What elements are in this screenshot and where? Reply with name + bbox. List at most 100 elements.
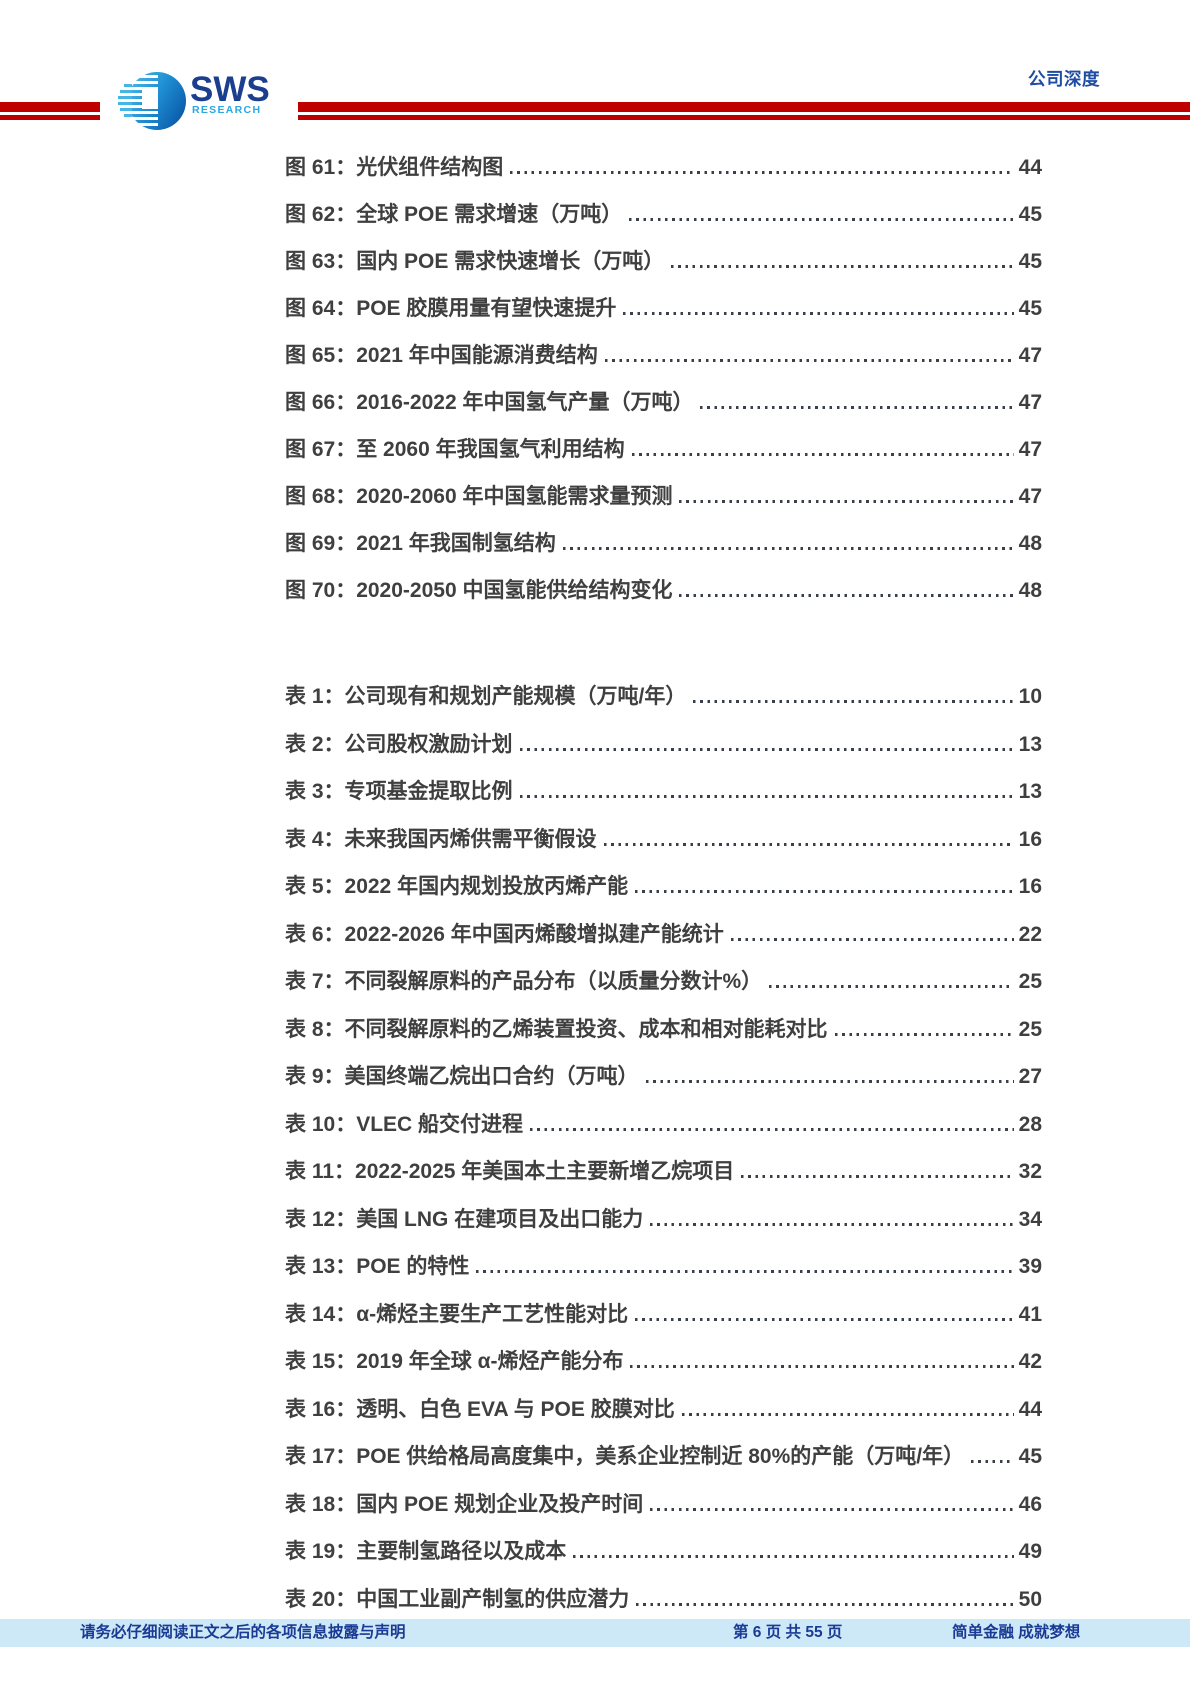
toc-entry-label: 表 10：VLEC 船交付进程 <box>285 1112 524 1136</box>
toc-entry-label: 表 6：2022-2026 年中国丙烯酸增拟建产能统计 <box>285 922 724 946</box>
toc-entry[interactable]: 表 2：公司股权激励计划 13 <box>285 725 1042 773</box>
toc-entry[interactable]: 表 6：2022-2026 年中国丙烯酸增拟建产能统计 22 <box>285 915 1042 963</box>
dot-leader <box>650 1507 1014 1511</box>
report-type-label: 公司深度 <box>1028 69 1100 89</box>
toc-entry[interactable]: 表 9：美国终端乙烷出口合约（万吨） 27 <box>285 1057 1042 1105</box>
toc-entry-label: 表 9：美国终端乙烷出口合约（万吨） <box>285 1065 639 1088</box>
footer-page-indicator: 第 6 页 共 55 页 <box>733 1624 843 1641</box>
toc-entry[interactable]: 图 62：全球 POE 需求增速（万吨） 45 <box>285 195 1042 242</box>
toc-entry-label: 图 70：2020-2050 中国氢能供给结构变化 <box>285 579 673 602</box>
toc-entry[interactable]: 图 63：国内 POE 需求快速增长（万吨） 45 <box>285 242 1042 289</box>
dot-leader <box>730 937 1014 941</box>
dot-leader <box>476 1270 1014 1273</box>
toc-entry-page: 50 <box>1018 1587 1042 1611</box>
dot-leader <box>679 500 1014 503</box>
toc-tables-section: 表 1：公司现有和规划产能规模（万吨/年） 10 表 2：公司股权激励计划 13 表 3… <box>285 677 1042 1627</box>
toc-entry-page: 25 <box>1018 970 1042 993</box>
toc-entry[interactable]: 表 4：未来我国丙烯供需平衡假设 16 <box>285 820 1042 868</box>
toc-entry-label: 表 16：透明、白色 EVA 与 POE 胶膜对比 <box>285 1397 675 1421</box>
toc-entry-page: 41 <box>1018 1302 1042 1326</box>
toc-entry-label: 表 15：2019 年全球 α-烯烃产能分布 <box>285 1350 624 1373</box>
toc-entry-page: 46 <box>1018 1492 1042 1516</box>
toc-entry-page: 32 <box>1018 1160 1042 1183</box>
dot-leader <box>679 594 1014 597</box>
toc-entry[interactable]: 表 16：透明、白色 EVA 与 POE 胶膜对比 44 <box>285 1390 1042 1438</box>
toc-entry-label: 表 12：美国 LNG 在建项目及出口能力 <box>285 1207 644 1231</box>
toc-entry-label: 表 7：不同裂解原料的产品分布（以质量分数计%） <box>285 970 763 993</box>
toc-entry-label: 图 63：国内 POE 需求快速增长（万吨） <box>285 250 665 273</box>
dot-leader <box>562 547 1014 550</box>
toc-entry[interactable]: 表 8：不同裂解原料的乙烯装置投资、成本和相对能耗对比 25 <box>285 1010 1042 1058</box>
toc-entry-page: 44 <box>1018 156 1042 179</box>
toc-entry[interactable]: 图 70：2020-2050 中国氢能供给结构变化 48 <box>285 571 1042 618</box>
dot-leader <box>681 1412 1014 1416</box>
logo-research-text: RESEARCH <box>192 104 262 116</box>
toc-entry-label: 图 64：POE 胶膜用量有望快速提升 <box>285 297 617 320</box>
toc-entry[interactable]: 表 18：国内 POE 规划企业及投产时间 46 <box>285 1485 1042 1533</box>
toc-entry-page: 48 <box>1018 532 1042 555</box>
sws-globe-icon <box>118 72 186 130</box>
toc-entry[interactable]: 表 1：公司现有和规划产能规模（万吨/年） 10 <box>285 677 1042 725</box>
toc-entry[interactable]: 表 7：不同裂解原料的产品分布（以质量分数计%） 25 <box>285 962 1042 1010</box>
toc-entry-page: 47 <box>1018 391 1042 414</box>
toc-entry[interactable]: 图 61：光伏组件结构图 44 <box>285 148 1042 195</box>
toc-entry-label: 图 67：至 2060 年我国氢气利用结构 <box>285 438 625 461</box>
toc-entry[interactable]: 图 65：2021 年中国能源消费结构 47 <box>285 336 1042 383</box>
toc-entry[interactable]: 表 19：主要制氢路径以及成本 49 <box>285 1532 1042 1580</box>
toc-entry-page: 45 <box>1018 203 1042 226</box>
toc-entry-label: 表 3：专项基金提取比例 <box>285 780 513 803</box>
dot-leader <box>693 700 1014 703</box>
toc-entry-page: 42 <box>1018 1350 1042 1373</box>
dot-leader <box>603 842 1014 846</box>
footer-slogan: 简单金融 成就梦想 <box>952 1624 1081 1641</box>
toc-entry-label: 图 69：2021 年我国制氢结构 <box>285 532 556 555</box>
dot-leader <box>623 312 1014 315</box>
toc-entry[interactable]: 表 10：VLEC 船交付进程 28 <box>285 1105 1042 1153</box>
toc-entry-page: 22 <box>1018 922 1042 946</box>
toc-entry-label: 表 19：主要制氢路径以及成本 <box>285 1540 567 1563</box>
toc-entry[interactable]: 表 5：2022 年国内规划投放丙烯产能 16 <box>285 867 1042 915</box>
toc-entry[interactable]: 表 11：2022-2025 年美国本土主要新增乙烷项目 32 <box>285 1152 1042 1200</box>
toc-entry-page: 10 <box>1018 685 1042 708</box>
toc-figures-section: 图 61：光伏组件结构图 44 图 62：全球 POE 需求增速（万吨） 45 图 63… <box>285 148 1042 618</box>
toc-entry[interactable]: 表 13：POE 的特性 39 <box>285 1247 1042 1295</box>
toc-entry-page: 44 <box>1018 1397 1042 1421</box>
toc-entry-page: 47 <box>1018 438 1042 461</box>
dot-leader <box>971 1460 1014 1463</box>
toc-entry[interactable]: 图 68：2020-2060 年中国氢能需求量预测 47 <box>285 477 1042 524</box>
dot-leader <box>769 985 1014 988</box>
footer-disclaimer: 请务必仔细阅读正文之后的各项信息披露与声明 <box>80 1624 406 1641</box>
toc-entry-label: 表 17：POE 供给格局高度集中，美系企业控制近 80%的产能（万吨/年） <box>285 1445 965 1468</box>
dot-leader <box>519 747 1014 751</box>
dot-leader <box>645 1080 1014 1083</box>
toc-entry-label: 表 4：未来我国丙烯供需平衡假设 <box>285 827 597 851</box>
dot-leader <box>741 1175 1014 1178</box>
toc-entry[interactable]: 表 20：中国工业副产制氢的供应潜力 50 <box>285 1580 1042 1628</box>
dot-leader <box>834 1032 1014 1036</box>
toc-entry[interactable]: 图 67：至 2060 年我国氢气利用结构 47 <box>285 430 1042 477</box>
toc-entry-page: 47 <box>1018 344 1042 367</box>
toc-entry-page: 16 <box>1018 827 1042 851</box>
dot-leader <box>629 218 1014 221</box>
toc-entry[interactable]: 图 66：2016-2022 年中国氢气产量（万吨） 47 <box>285 383 1042 430</box>
toc-entry-label: 表 18：国内 POE 规划企业及投产时间 <box>285 1492 644 1516</box>
toc-entry-label: 图 66：2016-2022 年中国氢气产量（万吨） <box>285 391 694 414</box>
toc-entry-page: 49 <box>1018 1540 1042 1563</box>
toc-entry[interactable]: 表 3：专项基金提取比例 13 <box>285 772 1042 820</box>
toc-entry-label: 图 65：2021 年中国能源消费结构 <box>285 344 598 367</box>
sws-logo: SWS RESEARCH <box>118 66 288 138</box>
toc-entry[interactable]: 表 12：美国 LNG 在建项目及出口能力 34 <box>285 1200 1042 1248</box>
toc-entry-label: 表 11：2022-2025 年美国本土主要新增乙烷项目 <box>285 1160 735 1183</box>
toc-entry[interactable]: 表 15：2019 年全球 α-烯烃产能分布 42 <box>285 1342 1042 1390</box>
dot-leader <box>530 1127 1014 1131</box>
toc-entry[interactable]: 表 17：POE 供给格局高度集中，美系企业控制近 80%的产能（万吨/年） 45 <box>285 1437 1042 1485</box>
toc-entry[interactable]: 表 14：α-烯烃主要生产工艺性能对比 41 <box>285 1295 1042 1343</box>
dot-leader <box>631 453 1014 456</box>
toc-entry[interactable]: 图 69：2021 年我国制氢结构 48 <box>285 524 1042 571</box>
header-rule-left-thin <box>0 115 100 120</box>
toc-entry-label: 图 68：2020-2060 年中国氢能需求量预测 <box>285 485 673 508</box>
toc-entry-label: 表 13：POE 的特性 <box>285 1255 470 1278</box>
toc-entry-page: 27 <box>1018 1065 1042 1088</box>
toc-entry[interactable]: 图 64：POE 胶膜用量有望快速提升 45 <box>285 289 1042 336</box>
